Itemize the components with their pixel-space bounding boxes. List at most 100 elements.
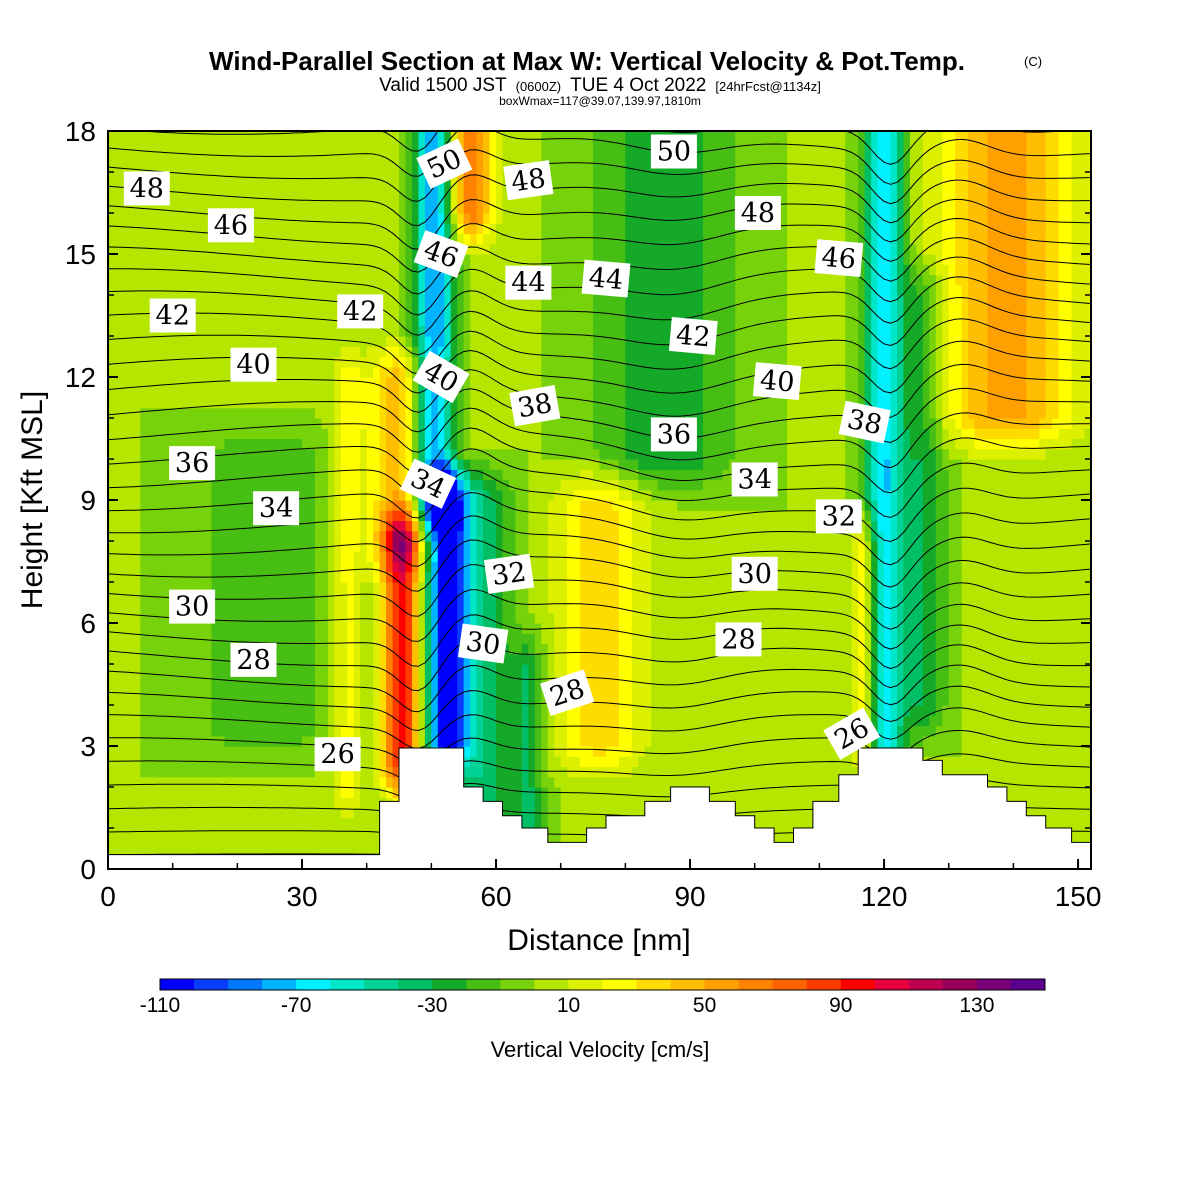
velocity-cell	[347, 705, 355, 716]
velocity-cell	[321, 571, 329, 583]
velocity-cell	[192, 356, 200, 368]
velocity-cell	[263, 448, 271, 460]
velocity-cell	[269, 797, 277, 809]
velocity-cell	[521, 664, 529, 675]
velocity-cell	[120, 243, 128, 255]
velocity-cell	[418, 592, 426, 604]
velocity-cell	[457, 459, 465, 470]
velocity-cell	[521, 643, 529, 655]
velocity-cell	[366, 694, 374, 706]
velocity-cell	[347, 592, 355, 604]
velocity-cell	[399, 346, 407, 358]
velocity-cell	[340, 664, 348, 675]
velocity-cell	[334, 407, 342, 419]
velocity-cell	[411, 653, 420, 665]
velocity-cell	[205, 684, 213, 696]
velocity-cell	[140, 274, 148, 286]
velocity-cell	[192, 438, 200, 450]
velocity-cell	[321, 448, 329, 460]
velocity-cell	[243, 766, 251, 778]
velocity-cell	[269, 807, 277, 819]
velocity-cell	[237, 561, 245, 573]
velocity-cell	[308, 325, 316, 337]
velocity-cell	[334, 377, 342, 388]
velocity-cell	[399, 243, 407, 255]
velocity-cell	[269, 448, 277, 460]
velocity-cell	[534, 500, 542, 511]
velocity-cell	[424, 612, 432, 624]
velocity-cell	[256, 694, 264, 706]
velocity-cell	[314, 274, 323, 286]
velocity-cell	[256, 202, 264, 214]
velocity-cell	[399, 623, 407, 634]
velocity-cell	[470, 694, 478, 706]
velocity-cell	[276, 787, 284, 798]
velocity-cell	[269, 838, 277, 850]
velocity-cell	[547, 172, 555, 183]
velocity-cell	[411, 561, 420, 573]
velocity-cell	[541, 356, 549, 368]
velocity-cell	[120, 674, 128, 686]
velocity-cell	[547, 489, 555, 501]
velocity-cell	[243, 182, 251, 194]
velocity-cell	[340, 623, 348, 634]
velocity-cell	[463, 582, 471, 593]
velocity-cell	[483, 592, 491, 604]
velocity-cell	[282, 756, 290, 768]
velocity-cell	[140, 366, 148, 378]
velocity-cell	[515, 664, 523, 675]
velocity-cell	[502, 213, 510, 224]
velocity-cell	[159, 807, 167, 819]
velocity-cell	[347, 633, 355, 645]
velocity-cell	[392, 520, 400, 532]
velocity-cell	[496, 428, 504, 440]
velocity-cell	[353, 623, 361, 634]
velocity-cell	[360, 407, 368, 419]
velocity-cell	[230, 479, 238, 491]
velocity-cell	[379, 756, 387, 768]
velocity-cell	[217, 387, 226, 399]
velocity-cell	[172, 684, 180, 696]
velocity-cell	[140, 325, 148, 337]
velocity-cell	[340, 520, 348, 532]
velocity-cell	[114, 551, 122, 563]
velocity-cell	[185, 151, 193, 163]
velocity-cell	[470, 377, 478, 388]
velocity-cell	[515, 705, 523, 716]
velocity-cell	[211, 735, 219, 747]
velocity-cell	[295, 284, 303, 296]
velocity-cell	[431, 530, 439, 542]
velocity-cell	[276, 643, 284, 655]
velocity-cell	[424, 428, 432, 440]
velocity-cell	[243, 141, 251, 153]
velocity-cell	[120, 561, 128, 573]
velocity-cell	[496, 612, 504, 624]
velocity-cell	[302, 571, 310, 583]
velocity-cell	[224, 664, 232, 675]
velocity-cell	[373, 766, 381, 778]
velocity-cell	[308, 459, 316, 470]
velocity-cell	[399, 684, 407, 696]
velocity-cell	[411, 274, 420, 286]
velocity-cell	[340, 397, 348, 409]
velocity-cell	[172, 551, 180, 563]
velocity-cell	[256, 295, 264, 306]
velocity-cell	[360, 674, 368, 686]
velocity-cell	[263, 828, 271, 839]
velocity-cell	[276, 664, 284, 675]
velocity-cell	[470, 448, 478, 460]
velocity-cell	[166, 705, 174, 716]
velocity-cell	[457, 510, 465, 522]
velocity-cell	[289, 623, 297, 634]
velocity-cell	[334, 725, 342, 737]
velocity-cell	[463, 715, 471, 727]
velocity-cell	[463, 346, 471, 358]
velocity-cell	[269, 223, 277, 235]
velocity-cell	[282, 172, 290, 183]
velocity-cell	[179, 438, 187, 450]
velocity-cell	[547, 592, 555, 604]
velocity-cell	[554, 756, 562, 768]
velocity-cell	[153, 735, 161, 747]
velocity-cell	[127, 325, 135, 337]
velocity-cell	[314, 500, 323, 511]
